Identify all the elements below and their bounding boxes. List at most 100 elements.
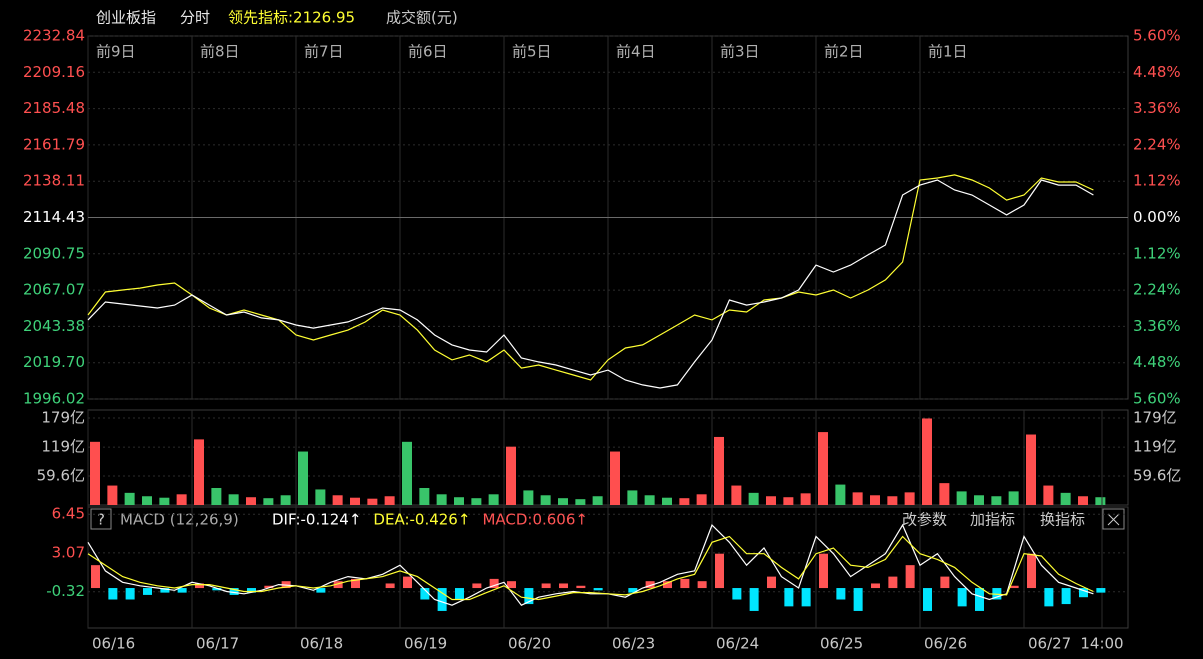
y-tick-label: 1996.02 — [23, 390, 85, 408]
macd-bar — [385, 583, 395, 589]
volume-bar — [904, 492, 915, 505]
macd-title: MACD (12,26,9) — [120, 511, 239, 529]
macd-bar — [801, 588, 811, 607]
x-tick-label: 06/16 — [92, 635, 135, 653]
close-box[interactable] — [1102, 508, 1125, 530]
y2-tick-label: 1.12% — [1133, 172, 1181, 190]
y-tick-label: 2090.75 — [23, 244, 85, 262]
volume-bar — [454, 497, 464, 505]
legend-entry: DIF:-0.124↑ — [272, 511, 361, 529]
y-tick-label: 3.07 — [52, 543, 85, 561]
macd-bar — [472, 583, 482, 589]
x-tick-label: 06/17 — [196, 635, 239, 653]
macd-bar — [1096, 588, 1106, 593]
help-button[interactable] — [90, 508, 112, 530]
toolbar-button[interactable]: 换指标 — [1040, 511, 1085, 529]
legend-entry: MACD:0.606↑ — [482, 511, 588, 529]
macd-bar — [576, 585, 586, 589]
volume-bar — [870, 495, 880, 505]
macd-bar — [229, 588, 239, 595]
macd-bar — [853, 588, 863, 611]
macd-bar — [923, 588, 932, 611]
volume-bar — [610, 451, 620, 505]
volume-bar — [558, 498, 568, 505]
volume-bar — [350, 497, 360, 505]
volume-bar — [662, 497, 672, 505]
macd-bar — [212, 588, 222, 591]
macd-bar — [905, 565, 915, 589]
y2-tick-label: 0.00% — [1133, 208, 1181, 226]
macd-bar — [836, 588, 846, 600]
volume-bar — [194, 439, 204, 505]
help-text[interactable]: ? — [97, 511, 105, 529]
x-tick-label: 06/18 — [300, 635, 343, 653]
x-tick-label: 前8日 — [200, 43, 240, 61]
volume-bar — [471, 498, 482, 505]
y-tick-label: 2209.16 — [23, 63, 85, 81]
volume-bar — [367, 498, 378, 505]
y-tick-label: 2019.70 — [23, 353, 85, 371]
toolbar-button[interactable]: 加指标 — [970, 511, 1015, 529]
toolbar-button[interactable]: 改参数 — [902, 511, 947, 529]
volume-bar — [1060, 492, 1071, 505]
x-tick-label: 06/26 — [924, 635, 967, 653]
y2-tick-label: 4.48% — [1133, 353, 1181, 371]
macd-bar — [940, 576, 950, 589]
macd-bar — [524, 588, 534, 605]
macd-bar — [264, 585, 274, 589]
macd-bar — [541, 583, 551, 589]
y2-tick-label: 5.60% — [1133, 390, 1181, 408]
macd-bar — [715, 553, 724, 589]
volume-bar — [540, 495, 551, 505]
macd-bar — [437, 588, 447, 611]
volume-bar — [1078, 496, 1088, 505]
y-tick-label: 2043.38 — [23, 317, 85, 335]
mode[interactable]: 分时 — [180, 9, 210, 27]
volume-bar — [783, 497, 794, 505]
y-tick-label: 59.6亿 — [37, 467, 85, 485]
y-tick-label: 179亿 — [1133, 409, 1177, 427]
volume-bar — [263, 498, 274, 505]
close-icon[interactable] — [1107, 513, 1120, 526]
volume-bar — [280, 495, 291, 505]
macd-bar — [888, 576, 898, 589]
y-tick-label: 6.45 — [52, 505, 85, 523]
close-button[interactable] — [1102, 508, 1125, 530]
macd-bar — [420, 588, 430, 600]
volume-bar — [246, 497, 256, 505]
volume-bar — [298, 451, 308, 505]
volume-bar — [506, 446, 516, 505]
volume-bar — [1026, 434, 1036, 505]
x-tick-label: 前7日 — [304, 43, 344, 61]
volume-bar — [800, 493, 811, 505]
macd-bar — [871, 583, 880, 589]
macd-bar — [593, 588, 603, 591]
macd-bar — [1009, 585, 1019, 589]
macd-bar — [957, 588, 967, 607]
macd-bar — [125, 588, 135, 600]
y-tick-label: 2138.11 — [23, 172, 85, 190]
y2-tick-label: 2.24% — [1133, 135, 1181, 153]
macd-bar — [489, 578, 499, 589]
x-tick-label: 14:00 — [1080, 635, 1123, 653]
y2-tick-label: 3.36% — [1133, 99, 1181, 117]
volume-bar — [956, 491, 967, 505]
y-tick-label: 2161.79 — [23, 135, 85, 153]
volume-bar — [679, 498, 690, 505]
macd-bar — [975, 588, 984, 611]
x-tick-label: 前1日 — [928, 43, 968, 61]
volume-bar — [592, 496, 603, 505]
x-tick-label: 前6日 — [408, 43, 448, 61]
macd-bar — [351, 578, 360, 589]
macd-bar — [1061, 588, 1071, 605]
macd-bar — [663, 581, 672, 589]
macd-bar — [732, 588, 742, 600]
macd-bar — [455, 588, 464, 600]
y2-tick-label: 5.60% — [1133, 27, 1181, 45]
x-tick-label: 前3日 — [720, 43, 760, 61]
legend-entry: DEA:-0.426↑ — [373, 511, 470, 529]
volume-bar — [939, 483, 950, 505]
